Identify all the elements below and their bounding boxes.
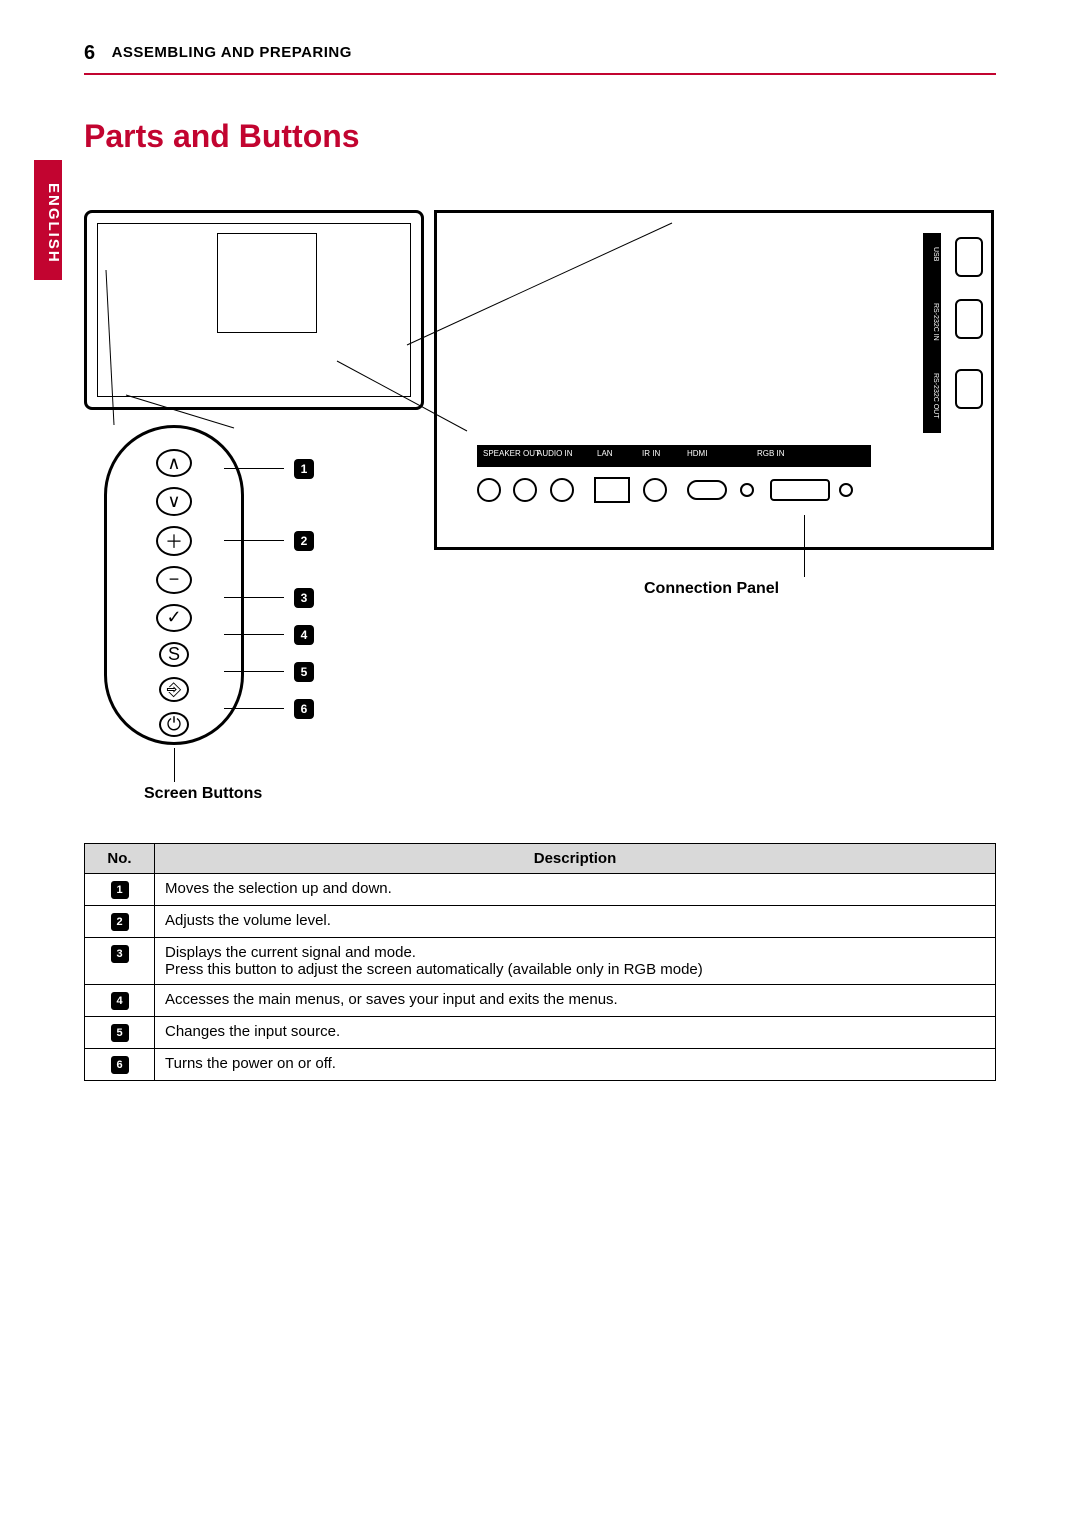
number-badge: 6 [111, 1056, 129, 1074]
table-row: 1 Moves the selection up and down. [85, 874, 996, 906]
audio-in-port-icon [550, 478, 574, 502]
connection-panel-label: Connection Panel [644, 580, 779, 598]
port-label: SPEAKER OUT [483, 449, 540, 458]
table-cell-desc: Accesses the main menus, or saves your i… [155, 985, 996, 1017]
table-cell-desc: Turns the power on or off. [155, 1049, 996, 1081]
table-cell-no: 1 [85, 874, 155, 906]
table-cell-no: 2 [85, 906, 155, 938]
number-badge: 2 [111, 913, 129, 931]
screen-buttons-label: Screen Buttons [144, 785, 262, 803]
btn-up-icon: ∧ [156, 449, 192, 477]
callout-line [224, 671, 284, 672]
section-name: ASSEMBLING AND PREPARING [112, 44, 352, 61]
page-header: 6 ASSEMBLING AND PREPARING [84, 42, 996, 75]
side-label: USB [932, 247, 939, 261]
table-cell-desc: Changes the input source. [155, 1017, 996, 1049]
table-row: 4 Accesses the main menus, or saves your … [85, 985, 996, 1017]
button-panel-zoom: ∧ ∨ ＋ − ✓ S ⎆ ⏻ [104, 425, 244, 745]
lan-port-icon [594, 477, 630, 503]
number-badge: 4 [111, 992, 129, 1010]
table-row: 3 Displays the current signal and mode. P… [85, 938, 996, 985]
rgb-in-port-icon [770, 479, 830, 501]
port-label: LAN [597, 449, 613, 458]
rs232c-out-port-icon [955, 369, 983, 409]
callout-line [224, 468, 284, 469]
table-row: 5 Changes the input source. [85, 1017, 996, 1049]
table-row: 2 Adjusts the volume level. [85, 906, 996, 938]
table-row: 6 Turns the power on or off. [85, 1049, 996, 1081]
callout-4: 4 [294, 625, 314, 645]
screen-buttons-pointer [174, 748, 175, 782]
table-cell-no: 3 [85, 938, 155, 985]
number-badge: 3 [111, 945, 129, 963]
callout-line [224, 597, 284, 598]
port-row [477, 477, 979, 507]
screw-icon [839, 483, 853, 497]
description-table: No. Description 1 Moves the selection up … [84, 843, 996, 1081]
parts-diagram: ∧ ∨ ＋ − ✓ S ⎆ ⏻ 1 2 3 4 5 6 Screen Butto… [84, 210, 996, 770]
callout-line [224, 540, 284, 541]
btn-input-icon: ⎆ [159, 677, 189, 702]
btn-down-icon: ∨ [156, 487, 192, 515]
connection-panel-diagram: SPEAKER OUT AUDIO IN LAN IR IN HDMI RGB … [434, 210, 994, 550]
usb-port-icon [955, 237, 983, 277]
port-label: AUDIO IN [537, 449, 573, 458]
rs232c-in-port-icon [955, 299, 983, 339]
table-header-desc: Description [155, 844, 996, 874]
callout-3: 3 [294, 588, 314, 608]
number-badge: 1 [111, 881, 129, 899]
callout-line [224, 634, 284, 635]
callout-1: 1 [294, 459, 314, 479]
callout-6: 6 [294, 699, 314, 719]
screw-icon [740, 483, 754, 497]
monitor-back-diagram [84, 210, 424, 410]
table-cell-desc: Displays the current signal and mode. Pr… [155, 938, 996, 985]
speaker-port-icon [513, 478, 537, 502]
page-number: 6 [84, 42, 95, 65]
language-tab: ENGLISH [34, 160, 62, 280]
speaker-port-icon [477, 478, 501, 502]
callout-line [224, 708, 284, 709]
port-label: HDMI [687, 449, 707, 458]
callout-2: 2 [294, 531, 314, 551]
side-label: RS-232C OUT [932, 373, 939, 419]
callout-5: 5 [294, 662, 314, 682]
table-header-no: No. [85, 844, 155, 874]
table-cell-no: 5 [85, 1017, 155, 1049]
btn-power-icon: ⏻ [159, 712, 189, 737]
table-cell-no: 6 [85, 1049, 155, 1081]
connection-panel-pointer [804, 515, 805, 577]
number-badge: 5 [111, 1024, 129, 1042]
side-label: RS-232C IN [932, 303, 939, 341]
table-cell-desc: Moves the selection up and down. [155, 874, 996, 906]
page-title: Parts and Buttons [84, 118, 360, 155]
btn-s-icon: S [159, 642, 189, 667]
port-label: RGB IN [757, 449, 785, 458]
table-cell-no: 4 [85, 985, 155, 1017]
port-label: IR IN [642, 449, 660, 458]
hdmi-port-icon [687, 480, 727, 500]
btn-plus-icon: ＋ [156, 526, 192, 556]
mount-plate [217, 233, 317, 333]
ir-in-port-icon [643, 478, 667, 502]
port-labels-strip: SPEAKER OUT AUDIO IN LAN IR IN HDMI RGB … [477, 445, 871, 467]
btn-minus-icon: − [156, 566, 192, 594]
btn-check-icon: ✓ [156, 604, 192, 632]
table-cell-desc: Adjusts the volume level. [155, 906, 996, 938]
